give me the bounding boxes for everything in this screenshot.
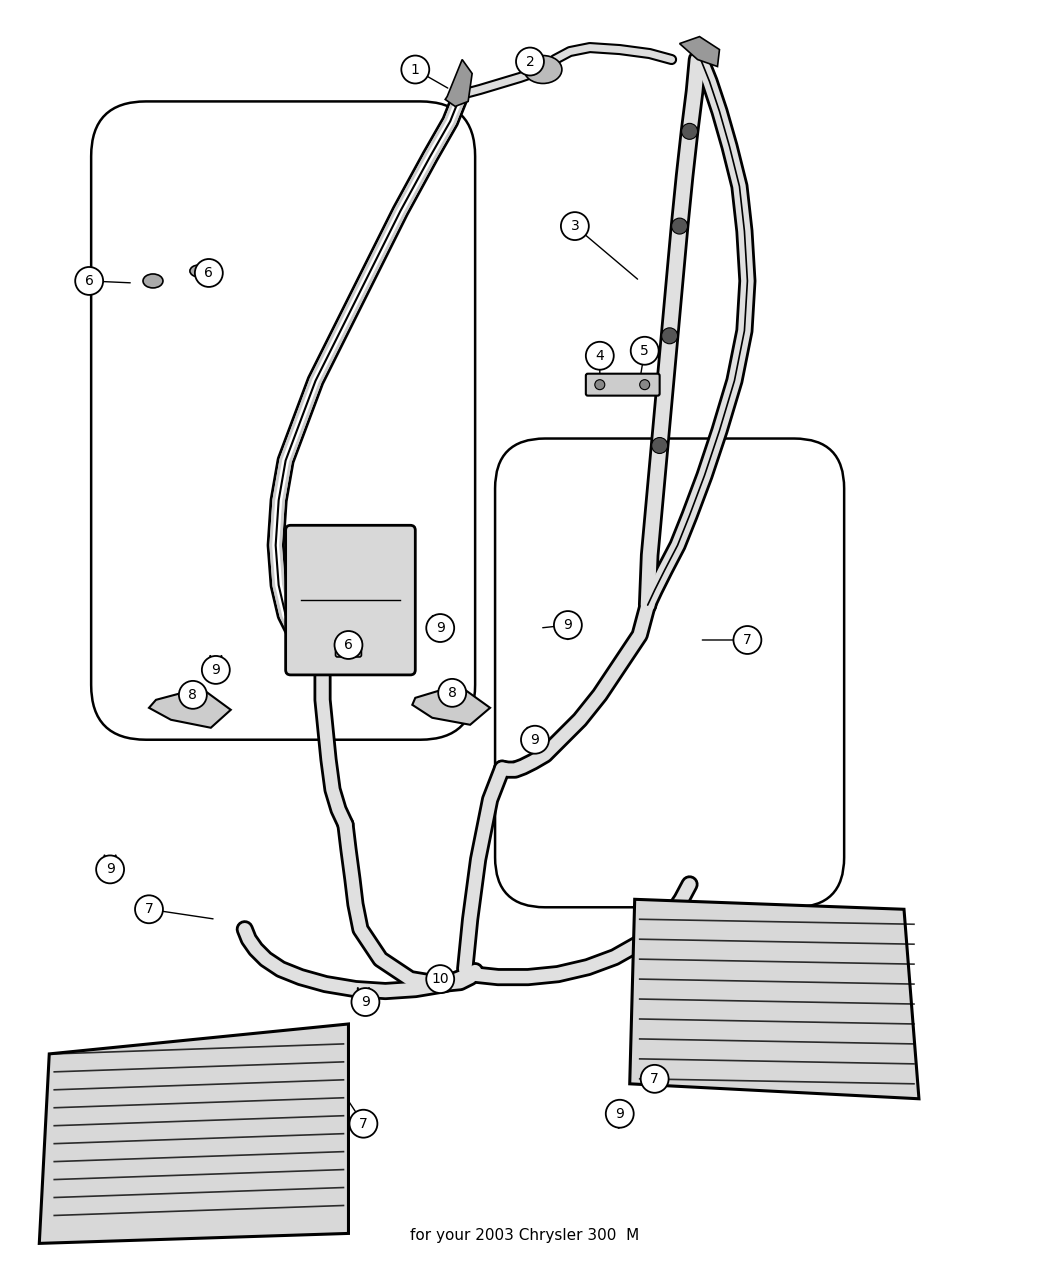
Circle shape — [335, 631, 362, 659]
Circle shape — [662, 328, 677, 344]
Text: 9: 9 — [615, 1107, 624, 1121]
Circle shape — [202, 655, 230, 683]
Circle shape — [434, 630, 443, 639]
Circle shape — [586, 342, 614, 370]
Circle shape — [640, 1065, 669, 1093]
Text: 8: 8 — [188, 687, 197, 701]
Circle shape — [195, 259, 223, 287]
Circle shape — [561, 212, 589, 240]
FancyBboxPatch shape — [336, 639, 361, 657]
Circle shape — [358, 1001, 369, 1011]
Polygon shape — [413, 685, 490, 724]
Text: 9: 9 — [211, 663, 220, 677]
Circle shape — [178, 681, 207, 709]
Circle shape — [401, 56, 429, 83]
Circle shape — [350, 1109, 377, 1137]
Text: 9: 9 — [564, 618, 572, 632]
Text: 1: 1 — [411, 62, 420, 76]
Circle shape — [528, 741, 538, 751]
Text: 4: 4 — [595, 349, 604, 363]
Circle shape — [76, 266, 103, 295]
Polygon shape — [39, 1024, 349, 1243]
Text: 7: 7 — [359, 1117, 368, 1131]
Text: 7: 7 — [650, 1072, 659, 1086]
Circle shape — [211, 669, 220, 680]
Polygon shape — [149, 688, 231, 728]
Circle shape — [594, 380, 605, 390]
Ellipse shape — [524, 56, 562, 83]
Ellipse shape — [143, 274, 163, 288]
Polygon shape — [630, 899, 919, 1099]
Circle shape — [681, 124, 697, 139]
Circle shape — [606, 1100, 634, 1127]
Circle shape — [426, 615, 455, 643]
Text: 6: 6 — [344, 638, 353, 652]
Text: 9: 9 — [106, 862, 114, 876]
Circle shape — [135, 895, 163, 923]
Text: 9: 9 — [361, 994, 370, 1009]
Circle shape — [521, 725, 549, 754]
Circle shape — [516, 47, 544, 75]
Circle shape — [563, 627, 572, 638]
Text: 6: 6 — [205, 266, 213, 280]
FancyBboxPatch shape — [286, 525, 416, 674]
Circle shape — [734, 626, 761, 654]
Circle shape — [97, 856, 124, 884]
Circle shape — [438, 678, 466, 706]
Text: 7: 7 — [743, 632, 752, 646]
Circle shape — [352, 988, 379, 1016]
Circle shape — [639, 380, 650, 390]
Polygon shape — [679, 37, 719, 66]
Text: for your 2003 Chrysler 300  M: for your 2003 Chrysler 300 M — [411, 1228, 639, 1243]
Circle shape — [652, 437, 668, 454]
Polygon shape — [445, 60, 472, 106]
Text: 2: 2 — [526, 55, 534, 69]
Text: 6: 6 — [85, 274, 93, 288]
Text: 3: 3 — [570, 219, 580, 233]
Text: 8: 8 — [447, 686, 457, 700]
Text: 7: 7 — [145, 903, 153, 917]
Text: 9: 9 — [530, 733, 540, 747]
Text: 5: 5 — [640, 344, 649, 358]
Circle shape — [554, 611, 582, 639]
Circle shape — [105, 868, 116, 878]
Circle shape — [672, 218, 688, 235]
Circle shape — [614, 1116, 624, 1126]
Text: 9: 9 — [436, 621, 444, 635]
Circle shape — [426, 965, 455, 993]
Ellipse shape — [190, 265, 208, 277]
FancyBboxPatch shape — [586, 374, 659, 395]
Text: 10: 10 — [432, 972, 449, 986]
Circle shape — [631, 337, 658, 365]
